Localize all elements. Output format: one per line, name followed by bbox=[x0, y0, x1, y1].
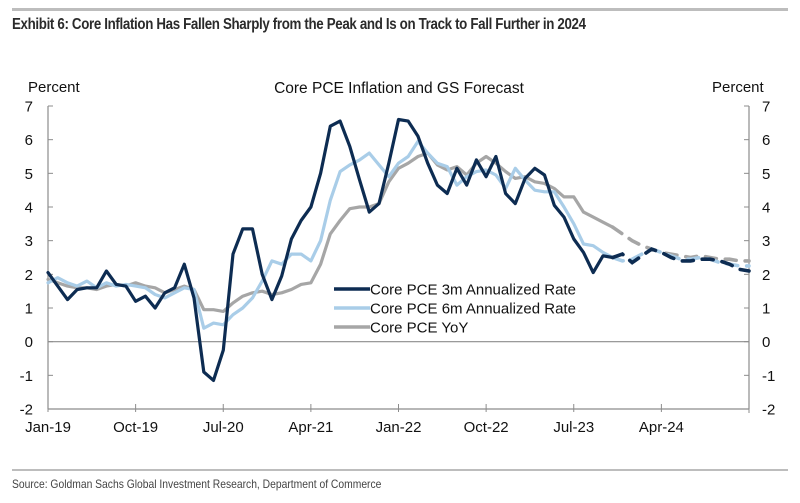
y-axis-label-right: Percent bbox=[712, 79, 765, 96]
series-forecast-core_pce_3m bbox=[610, 247, 751, 273]
y-tick-label-right: -2 bbox=[762, 402, 775, 419]
x-tick-label: Apr-24 bbox=[639, 419, 684, 436]
y-tick-label-right: 5 bbox=[762, 166, 770, 183]
y-tick-label-right: 0 bbox=[762, 334, 770, 351]
exhibit-title: Exhibit 6: Core Inflation Has Fallen Sha… bbox=[12, 16, 586, 33]
series-line-core_pce_yoy bbox=[46, 151, 615, 313]
chart-title: Core PCE Inflation and GS Forecast bbox=[274, 80, 525, 97]
y-tick-label-left: -2 bbox=[20, 402, 33, 419]
series-line-core_pce_6m bbox=[46, 139, 615, 330]
y-tick-label-left: 0 bbox=[25, 334, 33, 351]
series-layer bbox=[46, 117, 751, 382]
y-tick-label-left: 1 bbox=[25, 301, 33, 318]
x-tick-label: Oct-22 bbox=[464, 419, 509, 436]
y-tick-label-right: 6 bbox=[762, 132, 770, 149]
source-note: Source: Goldman Sachs Global Investment … bbox=[12, 477, 382, 491]
legend: Core PCE 3m Annualized Rate Core PCE 6m … bbox=[334, 282, 576, 337]
y-tick-label-left: 6 bbox=[25, 132, 33, 149]
y-tick-label-left: -1 bbox=[20, 368, 33, 385]
bottom-rule bbox=[12, 469, 788, 471]
top-rule bbox=[12, 8, 788, 11]
legend-label-6m: Core PCE 6m Annualized Rate bbox=[370, 301, 576, 318]
x-tick-label: Jul-20 bbox=[203, 419, 244, 436]
y-tick-label-right: 7 bbox=[762, 99, 770, 116]
x-tick-label: Jul-23 bbox=[553, 419, 594, 436]
x-tick-label: Jan-19 bbox=[25, 419, 71, 436]
x-tick-label: Apr-21 bbox=[288, 419, 333, 436]
y-tick-label-left: 7 bbox=[25, 99, 33, 116]
series-forecast-core_pce_yoy bbox=[610, 225, 751, 263]
series-line-core_pce_3m bbox=[46, 117, 615, 382]
legend-label-3m: Core PCE 3m Annualized Rate bbox=[370, 282, 576, 299]
x-tick-label: Jan-22 bbox=[376, 419, 422, 436]
y-tick-label-right: 3 bbox=[762, 233, 770, 250]
y-tick-label-left: 4 bbox=[25, 200, 33, 217]
y-tick-label-left: 2 bbox=[25, 267, 33, 284]
y-tick-label-right: 2 bbox=[762, 267, 770, 284]
y-tick-label-right: -1 bbox=[762, 368, 775, 385]
y-axis-label-left: Percent bbox=[28, 79, 81, 96]
y-tick-label-left: 5 bbox=[25, 166, 33, 183]
legend-label-yoy: Core PCE YoY bbox=[370, 320, 468, 337]
y-tick-label-right: 1 bbox=[762, 301, 770, 318]
x-tick-label: Oct-19 bbox=[113, 419, 158, 436]
y-tick-label-right: 4 bbox=[762, 200, 770, 217]
y-tick-label-left: 3 bbox=[25, 233, 33, 250]
